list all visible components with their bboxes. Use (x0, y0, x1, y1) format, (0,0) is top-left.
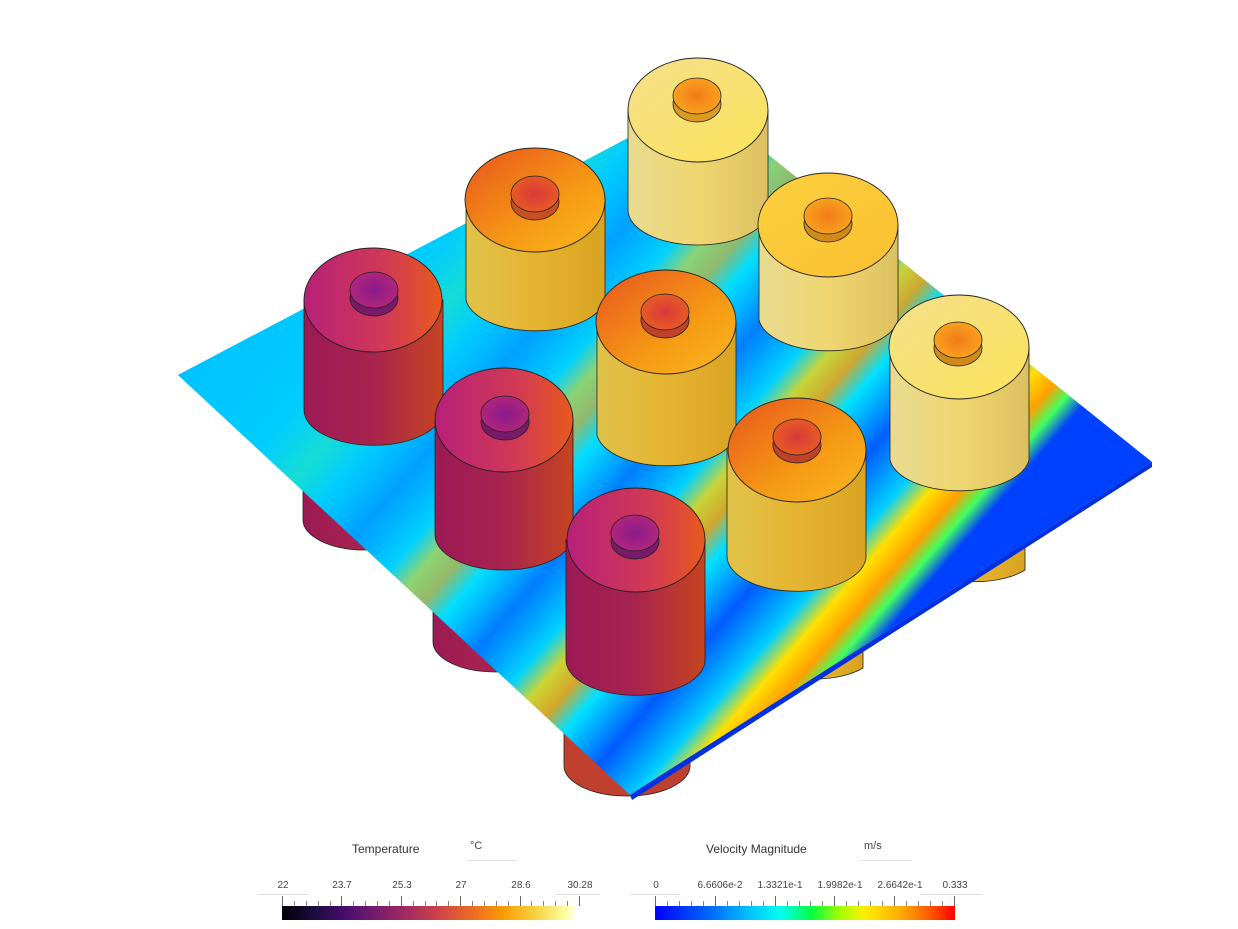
tick-label: 27 (455, 880, 467, 891)
battery-cell (888, 294, 1030, 492)
tick-mark (531, 901, 532, 906)
tick-mark (942, 901, 943, 906)
temperature-ticks (282, 896, 580, 906)
tick-mark (353, 901, 354, 906)
tick-mark (508, 901, 509, 906)
temperature-legend-title: Temperature (352, 842, 420, 856)
tick-mark (691, 901, 692, 906)
tick-mark (930, 901, 931, 906)
tick-mark (425, 901, 426, 906)
temperature-colorbar (282, 906, 578, 920)
tick-mark (436, 901, 437, 906)
tick-mark (365, 901, 366, 906)
velocity-tick-labels: 0 6.6606e-2 1.3321e-1 1.9982e-1 2.6642e-… (620, 880, 990, 894)
tick-mark (822, 901, 823, 906)
tick-mark (555, 901, 556, 906)
tick-mark (520, 896, 521, 906)
tick-mark (579, 896, 580, 906)
tick-mark (775, 896, 776, 906)
tick-mark (496, 901, 497, 906)
tick-label: 0 (653, 880, 659, 891)
tick-mark (703, 901, 704, 906)
tick-label: 1.9982e-1 (817, 880, 863, 891)
tick-label: 25.3 (392, 880, 412, 891)
tick-mark (894, 896, 895, 906)
divider (630, 894, 680, 895)
tick-label: 1.3321e-1 (757, 880, 803, 891)
battery-cells (303, 57, 1030, 696)
tick-mark (484, 901, 485, 906)
tick-mark (472, 901, 473, 906)
divider (258, 894, 308, 895)
battery-cell (464, 147, 606, 332)
tick-mark (448, 901, 449, 906)
tick-mark (667, 901, 668, 906)
battery-cell (303, 247, 444, 446)
tick-mark (918, 901, 919, 906)
tick-label: 0.333 (942, 880, 968, 891)
tick-mark (799, 901, 800, 906)
tick-mark (377, 901, 378, 906)
tick-mark (906, 901, 907, 906)
velocity-unit-selector[interactable]: m/s (860, 840, 912, 861)
tick-mark (655, 896, 656, 906)
battery-cell (726, 397, 867, 592)
tick-mark (460, 896, 461, 906)
tick-mark (739, 901, 740, 906)
tick-mark (330, 901, 331, 906)
battery-cell (434, 367, 574, 571)
battery-cell (565, 487, 706, 696)
tick-mark (413, 901, 414, 906)
tick-mark (846, 901, 847, 906)
tick-mark (543, 901, 544, 906)
tick-mark (282, 896, 283, 906)
tick-mark (787, 901, 788, 906)
tick-mark (679, 901, 680, 906)
battery-cell (595, 269, 737, 467)
tick-label: 2.6642e-1 (877, 880, 923, 891)
tick-mark (810, 901, 811, 906)
velocity-legend-title: Velocity Magnitude (706, 842, 807, 856)
tick-mark (318, 901, 319, 906)
tick-mark (306, 901, 307, 906)
temperature-tick-labels: 22 23.7 25.3 27 28.6 30.28 (250, 880, 600, 894)
tick-mark (341, 896, 342, 906)
divider (556, 894, 600, 895)
velocity-ticks (655, 896, 955, 906)
tick-mark (751, 901, 752, 906)
velocity-colorbar (655, 906, 955, 920)
divider (920, 894, 982, 895)
tick-mark (954, 896, 955, 906)
battery-cell (757, 172, 899, 352)
temperature-unit-selector[interactable]: °C (466, 840, 518, 861)
tick-mark (715, 896, 716, 906)
tick-mark (567, 901, 568, 906)
tick-label: 23.7 (332, 880, 352, 891)
tick-mark (858, 901, 859, 906)
tick-mark (763, 901, 764, 906)
tick-label: 6.6606e-2 (697, 880, 743, 891)
tick-mark (870, 901, 871, 906)
battery-cell (627, 57, 769, 246)
tick-mark (401, 896, 402, 906)
tick-mark (294, 901, 295, 906)
3d-viewport[interactable] (0, 0, 1238, 829)
tick-mark (882, 901, 883, 906)
tick-label: 28.6 (511, 880, 531, 891)
tick-mark (389, 901, 390, 906)
tick-mark (834, 896, 835, 906)
tick-label: 30.28 (567, 880, 593, 891)
tick-mark (727, 901, 728, 906)
tick-label: 22 (277, 880, 289, 891)
